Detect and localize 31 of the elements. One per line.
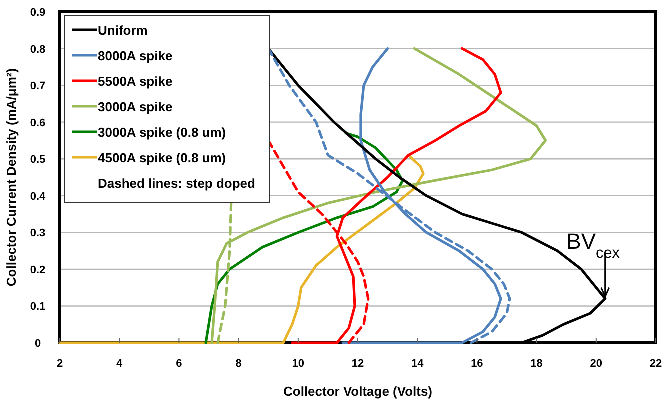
x-tick-label: 16 bbox=[471, 358, 484, 370]
y-tick-label: 0.6 bbox=[30, 117, 46, 130]
annotation: Dashed lines: step doped bbox=[98, 176, 256, 191]
legend-label: 5500A spike bbox=[98, 74, 173, 89]
legend-label: Uniform bbox=[98, 23, 148, 38]
y-tick-label: 0.9 bbox=[30, 7, 46, 19]
x-tick-label: 22 bbox=[650, 358, 662, 370]
y-tick-label: 0.7 bbox=[30, 80, 46, 93]
x-tick-label: 10 bbox=[292, 358, 305, 370]
x-tick-label: 18 bbox=[530, 358, 543, 370]
y-tick-label: 0.5 bbox=[30, 154, 46, 166]
x-axis-title: Collector Voltage (Volts) bbox=[283, 384, 433, 399]
y-tick-label: 0.1 bbox=[30, 301, 46, 314]
x-tick-label: 20 bbox=[590, 358, 603, 370]
x-tick-label: 2 bbox=[56, 358, 64, 370]
legend-label: 4500A spike (0.8 um) bbox=[98, 150, 226, 166]
y-tick-label: 0.8 bbox=[30, 44, 46, 56]
x-tick-label: 6 bbox=[176, 358, 182, 370]
y-tick-label: 0.3 bbox=[30, 228, 46, 240]
legend-label: 3000A spike (0.8 um) bbox=[98, 125, 226, 140]
legend-label: 3000A spike bbox=[98, 100, 173, 114]
y-tick-label: 0.4 bbox=[30, 190, 47, 203]
line-series bbox=[58, 154, 425, 344]
x-tick-label: 12 bbox=[352, 358, 364, 370]
x-tick-label: 4 bbox=[116, 358, 124, 370]
legend-label: 8000A spike bbox=[98, 48, 173, 64]
y-tick-label: 0 bbox=[34, 338, 42, 350]
x-tick-label: 14 bbox=[411, 358, 425, 370]
y-tick-label: 0.2 bbox=[30, 264, 46, 276]
y-axis-title: Collector Current Density (mA/μm²) bbox=[4, 68, 19, 287]
x-tick-label: 8 bbox=[236, 358, 242, 370]
